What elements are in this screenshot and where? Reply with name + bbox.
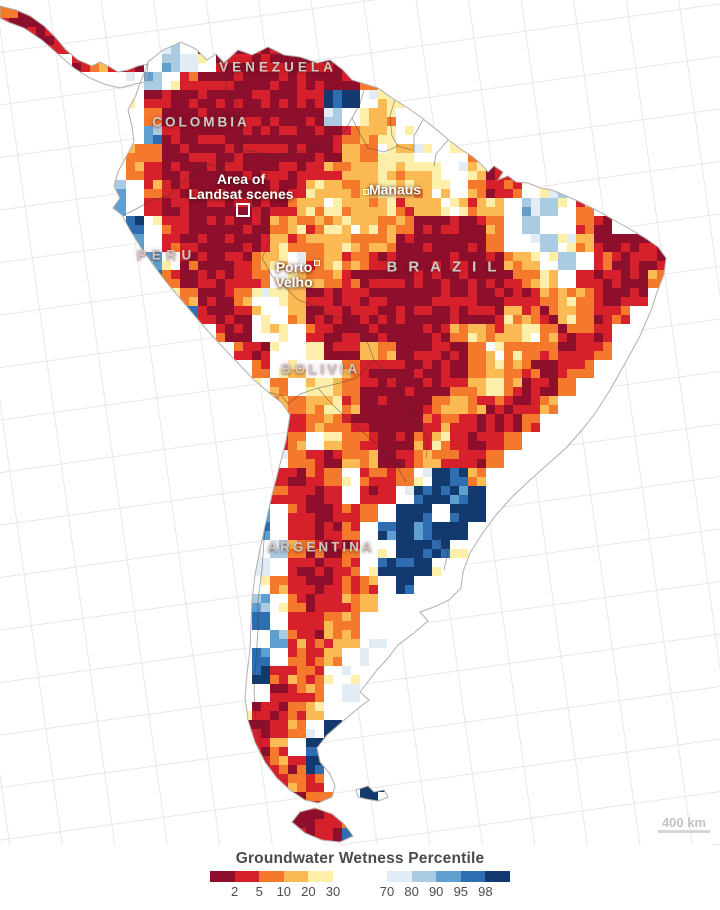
country-borders bbox=[125, 59, 449, 809]
legend-swatch-dry-5 bbox=[234, 871, 260, 882]
legend-swatch-dry-20 bbox=[283, 871, 309, 882]
legend-swatch-wet-80 bbox=[411, 871, 437, 882]
legend-swatch-dry-2 bbox=[210, 871, 235, 882]
legend-tick-wet-95: 95 bbox=[453, 884, 469, 899]
map-canvas bbox=[0, 0, 720, 845]
legend-tick-dry-30: 30 bbox=[325, 884, 341, 899]
south-america-map bbox=[0, 0, 720, 845]
legend-swatch-wet-98 bbox=[485, 871, 510, 882]
legend-tick-dry-5: 5 bbox=[255, 884, 263, 899]
legend-tick-wet-70: 70 bbox=[379, 884, 395, 899]
legend-title: Groundwater Wetness Percentile bbox=[235, 850, 485, 867]
legend-tick-wet-98: 98 bbox=[478, 884, 493, 899]
legend-tick-dry-20: 20 bbox=[301, 884, 316, 899]
coastline bbox=[0, 5, 667, 843]
legend-tick-wet-80: 80 bbox=[404, 884, 419, 899]
legend-swatch-wet-95 bbox=[460, 871, 486, 882]
legend-swatch-dry-30 bbox=[308, 871, 333, 882]
legend-tick-dry-2: 2 bbox=[230, 884, 239, 899]
legend-swatch-dry-10 bbox=[259, 871, 284, 882]
legend-tick-dry-10: 10 bbox=[276, 884, 292, 899]
legend-swatch-wet-70 bbox=[387, 871, 412, 882]
legend-tick-wet-90: 90 bbox=[428, 884, 444, 899]
legend: Groundwater Wetness Percentile 2 5 10 20 30 7… bbox=[0, 845, 720, 910]
legend-swatch-wet-90 bbox=[436, 871, 461, 882]
